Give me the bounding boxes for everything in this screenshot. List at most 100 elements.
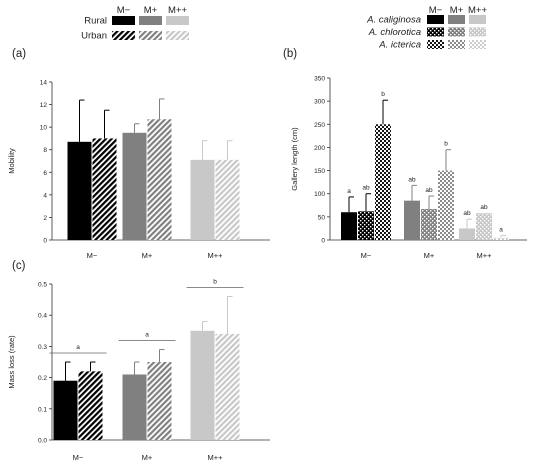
bar [459, 228, 475, 240]
y-tick-label: 14 [40, 80, 48, 87]
legend-row-label: A. caliginosa [366, 15, 421, 26]
bar [493, 237, 509, 240]
legend-column-header: M++ [168, 5, 187, 16]
panel-label: (c) [12, 260, 26, 272]
legend-left: M− M+ M++ Rural Urban [81, 5, 189, 42]
y-tick-label: 200 [314, 145, 325, 152]
y-tick-label: 0.2 [38, 375, 47, 382]
legend-swatch [139, 31, 162, 40]
x-category-label: M− [73, 453, 84, 462]
significance-letter: b [444, 141, 448, 148]
bar [215, 159, 240, 240]
chart-panel-a: (a) 0 2 4 6 8 10 12 14 Mobility M− M+ M++ [7, 48, 270, 260]
x-category-label: M++ [476, 251, 492, 260]
significance-letter: b [381, 91, 385, 98]
legend-row-label: A. chlorotica [368, 27, 421, 38]
bar [122, 132, 147, 240]
y-tick-label: 0 [321, 238, 325, 245]
x-category-label: M++ [207, 251, 223, 260]
significance-letter: a [499, 226, 503, 233]
legend-column-header: M++ [468, 5, 487, 16]
significance-letter: a [76, 344, 80, 351]
bar [147, 362, 172, 440]
y-tick-label: 12 [40, 102, 48, 109]
legend-swatch [469, 27, 486, 37]
bar [358, 211, 374, 240]
significance-letter: ab [463, 210, 471, 217]
significance-letter: ab [362, 185, 370, 192]
y-tick-label: 250 [314, 122, 325, 129]
x-category-label: M− [87, 251, 98, 260]
panel-label: (a) [12, 48, 26, 60]
y-tick-label: 300 [314, 99, 325, 106]
y-tick-label: 0.0 [38, 438, 47, 445]
legend-row-label: A. icterica [378, 40, 421, 51]
panel-label: (b) [283, 48, 297, 60]
y-tick-label: 100 [314, 191, 325, 198]
y-tick-label: 10 [40, 125, 48, 132]
y-axis-label: Gallery length (cm) [290, 127, 299, 191]
legend-swatch [448, 40, 465, 49]
significance-letter: a [145, 332, 149, 339]
legend-swatch [166, 16, 189, 25]
bar [122, 374, 147, 440]
legend-column-header: M− [117, 5, 131, 16]
significance-letter: a [347, 188, 351, 195]
x-category-label: M+ [424, 251, 435, 260]
legend-swatch [139, 16, 162, 25]
significance-letter: ab [408, 176, 416, 183]
bar [190, 159, 215, 240]
significance-letter: b [213, 278, 217, 285]
bar [341, 212, 357, 240]
significance-letter: ab [425, 187, 433, 194]
y-tick-label: 6 [43, 170, 47, 177]
bar [78, 371, 103, 440]
x-category-label: M− [361, 251, 372, 260]
legend-swatch [427, 27, 444, 37]
y-tick-label: 8 [43, 147, 47, 154]
bar [476, 213, 492, 240]
bar [53, 380, 78, 440]
y-tick-label: 0 [43, 238, 47, 245]
legend-swatch [112, 31, 135, 40]
legend-column-header: M+ [450, 5, 464, 16]
bar [67, 141, 92, 240]
legend-column-header: M− [429, 5, 443, 16]
chart-panel-c: (c) 0.0 0.1 0.2 0.3 0.4 0.5 Mass loss (rate) M− a… [7, 260, 270, 462]
y-tick-label: 0.3 [38, 344, 47, 351]
y-axis-label: Mass loss (rate) [7, 335, 16, 389]
legend-swatch [448, 15, 465, 24]
legend-column-header: M+ [144, 5, 158, 16]
y-tick-label: 150 [314, 168, 325, 175]
bar [92, 138, 117, 240]
bar [190, 330, 215, 440]
legend-row-label: Urban [81, 31, 107, 42]
legend-row-label: Rural [84, 16, 107, 27]
legend-swatch [112, 16, 135, 25]
y-tick-label: 0.4 [38, 313, 47, 320]
y-tick-label: 50 [318, 214, 326, 221]
legend-swatch [427, 40, 444, 49]
y-tick-label: 4 [43, 192, 47, 199]
legend-swatch [448, 27, 465, 37]
bar [147, 119, 172, 240]
legend-swatch [469, 15, 486, 24]
y-tick-label: 0.1 [38, 406, 47, 413]
legend-swatch [166, 31, 189, 40]
x-category-label: M++ [207, 453, 223, 462]
bar [421, 208, 437, 240]
bar [404, 200, 420, 240]
bar [438, 170, 454, 240]
bar [375, 124, 391, 240]
x-category-label: M+ [142, 453, 153, 462]
legend-swatch [427, 15, 444, 24]
y-tick-label: 2 [43, 215, 47, 222]
chart-panel-b: (b) 0 50 100 150 200 250 300 350 Gallery length (… [283, 48, 527, 260]
legend-swatch [469, 40, 486, 49]
y-axis-label: Mobility [7, 148, 16, 174]
y-tick-label: 0.5 [38, 282, 47, 289]
x-category-label: M+ [142, 251, 153, 260]
y-tick-label: 350 [314, 76, 325, 83]
